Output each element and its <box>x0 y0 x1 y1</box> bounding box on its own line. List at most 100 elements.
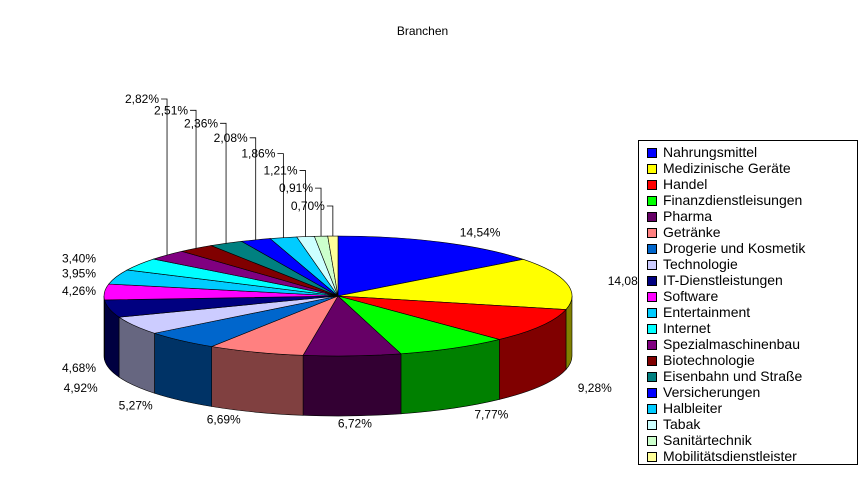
data-label-12: 3,40% <box>62 252 96 266</box>
leader-line-19 <box>315 187 322 237</box>
legend-label: Sanitärtechnik <box>663 432 752 448</box>
legend-swatch <box>647 196 657 206</box>
legend-label: Medizinische Geräte <box>663 160 791 176</box>
legend-item: Mobilitätsdienstleister <box>647 448 857 464</box>
legend-label: Spezialmaschinenbau <box>663 336 800 352</box>
legend-item: Handel <box>647 176 857 192</box>
legend-swatch <box>647 244 657 254</box>
legend-label: Handel <box>663 176 708 192</box>
data-label-16: 2,08% <box>214 131 248 145</box>
data-label-17: 1,86% <box>241 147 275 161</box>
legend-item: Technologie <box>647 256 857 272</box>
legend-swatch <box>647 420 657 430</box>
legend-label: Eisenbahn und Straße <box>663 368 803 384</box>
slice-2 <box>337 259 573 310</box>
data-label-1: 14,54% <box>460 225 501 239</box>
data-label-14: 2,51% <box>154 103 188 117</box>
legend-swatch <box>647 148 657 158</box>
legend-item: Sanitärtechnik <box>647 432 857 448</box>
data-label-13: 2,82% <box>125 92 159 106</box>
legend-label: Technologie <box>663 256 738 272</box>
legend-label: Biotechnologie <box>663 352 755 368</box>
pie-side-walls <box>103 295 573 417</box>
slice-4 <box>337 295 500 355</box>
legend-label: Drogerie und Kosmetik <box>663 240 806 256</box>
leader-line-18 <box>299 170 306 237</box>
legend-label: Tabak <box>663 416 701 432</box>
legend-label: Entertainment <box>663 304 751 320</box>
legend-swatch <box>647 436 657 446</box>
legend-swatch <box>647 356 657 366</box>
legend-swatch <box>647 404 657 414</box>
legend-label: Nahrungsmittel <box>663 144 758 160</box>
legend-label: Software <box>663 288 719 304</box>
slice-side-6 <box>211 346 304 416</box>
legend-label: Finanzdienstleisungen <box>663 192 803 208</box>
leader-line-16 <box>249 137 257 240</box>
data-label-9: 4,68% <box>62 361 96 375</box>
legend-item: Versicherungen <box>647 384 857 400</box>
legend-label: Halbleiter <box>663 400 723 416</box>
legend-item: Medizinische Geräte <box>647 160 857 176</box>
legend-item: IT-Dienstleistungen <box>647 272 857 288</box>
legend-label: Versicherungen <box>663 384 761 400</box>
data-label-5: 6,72% <box>338 417 372 431</box>
legend-item: Spezialmaschinenbau <box>647 336 857 352</box>
pie-top <box>103 235 573 357</box>
legend-item: Halbleiter <box>647 400 857 416</box>
legend-swatch <box>647 324 657 334</box>
legend-item: Finanzdienstleisungen <box>647 192 857 208</box>
legend-item: Entertainment <box>647 304 857 320</box>
legend-label: IT-Dienstleistungen <box>663 272 783 288</box>
legend-item: Software <box>647 288 857 304</box>
legend-item: Biotechnologie <box>647 352 857 368</box>
legend-swatch <box>647 276 657 286</box>
legend-swatch <box>647 452 657 462</box>
legend-item: Nahrungsmittel <box>647 144 857 160</box>
legend-item: Drogerie und Kosmetik <box>647 240 857 256</box>
data-label-10: 4,26% <box>62 284 96 298</box>
leader-line-14 <box>190 109 197 249</box>
legend-swatch <box>647 340 657 350</box>
leader-line-15 <box>220 122 227 244</box>
leader-line-17 <box>277 153 284 238</box>
legend-swatch <box>647 372 657 382</box>
legend-item: Tabak <box>647 416 857 432</box>
data-label-20: 0,70% <box>291 199 325 213</box>
data-label-8: 4,92% <box>64 381 98 395</box>
legend-item: Eisenbahn und Straße <box>647 368 857 384</box>
legend-swatch <box>647 164 657 174</box>
legend: Nahrungsmittel Medizinische Geräte Handel F… <box>638 140 858 465</box>
slice-1 <box>337 235 525 297</box>
legend-swatch <box>647 292 657 302</box>
data-label-15: 2,36% <box>184 116 218 130</box>
legend-label: Getränke <box>663 224 721 240</box>
slice-3 <box>337 295 567 340</box>
data-label-4: 7,77% <box>474 408 508 422</box>
legend-label: Mobilitätsdienstleister <box>663 448 797 464</box>
legend-item: Pharma <box>647 208 857 224</box>
slice-side-5 <box>302 353 402 417</box>
legend-item: Getränke <box>647 224 857 240</box>
legend-swatch <box>647 212 657 222</box>
legend-swatch <box>647 308 657 318</box>
data-label-3: 9,28% <box>578 381 612 395</box>
legend-swatch <box>647 228 657 238</box>
legend-swatch <box>647 180 657 190</box>
leader-line-13 <box>161 98 168 256</box>
data-label-6: 6,69% <box>207 412 241 426</box>
chart-title: Branchen <box>396 24 449 38</box>
legend-swatch <box>647 260 657 270</box>
data-label-18: 1,21% <box>264 164 298 178</box>
legend-swatch <box>647 388 657 398</box>
slice-side-10 <box>103 295 105 361</box>
leader-line-20 <box>326 205 334 237</box>
data-label-19: 0,91% <box>279 181 313 195</box>
legend-item: Internet <box>647 320 857 336</box>
legend-label: Pharma <box>663 208 713 224</box>
legend-label: Internet <box>663 320 711 336</box>
data-label-7: 5,27% <box>119 398 153 412</box>
data-label-11: 3,95% <box>62 266 96 280</box>
